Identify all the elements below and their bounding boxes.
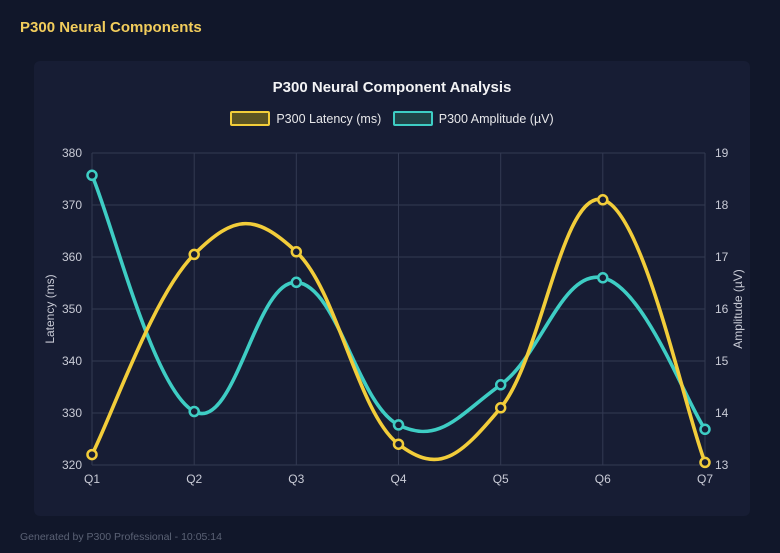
svg-text:Q3: Q3 (288, 472, 304, 486)
svg-text:330: 330 (62, 406, 82, 420)
svg-text:360: 360 (62, 250, 82, 264)
svg-text:17: 17 (715, 250, 729, 264)
svg-text:Q5: Q5 (493, 472, 509, 486)
svg-text:16: 16 (715, 302, 729, 316)
svg-text:Q7: Q7 (697, 472, 713, 486)
svg-text:Latency (ms): Latency (ms) (43, 274, 57, 343)
svg-text:Q4: Q4 (390, 472, 406, 486)
svg-text:380: 380 (62, 146, 82, 160)
svg-text:19: 19 (715, 146, 729, 160)
svg-text:13: 13 (715, 458, 729, 472)
svg-text:18: 18 (715, 198, 729, 212)
svg-text:Q2: Q2 (186, 472, 202, 486)
svg-text:15: 15 (715, 354, 729, 368)
svg-text:Q1: Q1 (84, 472, 100, 486)
svg-text:370: 370 (62, 198, 82, 212)
svg-text:320: 320 (62, 458, 82, 472)
svg-text:Q6: Q6 (595, 472, 611, 486)
svg-text:14: 14 (715, 406, 729, 420)
svg-text:340: 340 (62, 354, 82, 368)
svg-text:Amplitude (µV): Amplitude (µV) (731, 269, 745, 349)
svg-text:350: 350 (62, 302, 82, 316)
